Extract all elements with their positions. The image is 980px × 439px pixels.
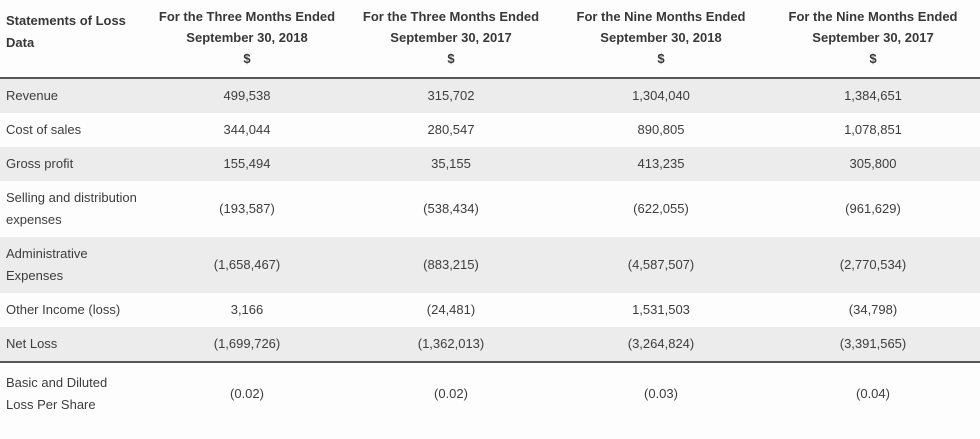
row-label: Gross profit — [6, 156, 74, 171]
row-value: (4,587,507) — [627, 257, 695, 272]
column-header-nine-months-2018: For the Nine Months Ended September 30, … — [556, 0, 766, 78]
column-header-line2: September 30, 2018 — [186, 30, 308, 45]
row-label: Cost of sales — [6, 122, 82, 137]
table-row: Other Income (loss) 3,166 (24,481) 1,531,50… — [0, 293, 980, 327]
row-value: (622,055) — [633, 201, 689, 216]
column-header-line2: September 30, 2017 — [812, 30, 934, 45]
statements-of-loss-table: Statements of Loss Data For the Three Mo… — [0, 0, 980, 429]
row-value: (2,770,534) — [839, 257, 907, 272]
row-value: 1,531,503 — [632, 302, 690, 317]
row-value: (34,798) — [848, 302, 898, 317]
row-value: (24,481) — [426, 302, 476, 317]
table-row: Cost of sales 344,044 280,547 890,805 1,078,… — [0, 113, 980, 147]
column-header-currency: $ — [447, 51, 455, 66]
row-value: (3,391,565) — [839, 336, 907, 351]
row-value: (0.04) — [856, 386, 890, 401]
row-value: 3,166 — [230, 302, 264, 317]
row-value: 280,547 — [427, 122, 475, 137]
row-label: Other Income (loss) — [6, 302, 121, 317]
table-title: Statements of Loss Data — [6, 13, 126, 50]
column-header-currency: $ — [243, 51, 251, 66]
row-value: 1,304,040 — [632, 88, 690, 103]
row-value: 413,235 — [637, 156, 685, 171]
row-label: Basic and Diluted Loss Per Share — [6, 375, 108, 412]
column-header-line1: For the Three Months Ended — [158, 9, 336, 24]
row-value: (883,215) — [423, 257, 479, 272]
column-header-line2: September 30, 2018 — [600, 30, 722, 45]
row-label: Revenue — [6, 88, 59, 103]
column-header-line2: September 30, 2017 — [390, 30, 512, 45]
column-header-line1: For the Nine Months Ended — [576, 9, 746, 24]
column-header-three-months-2018: For the Three Months Ended September 30,… — [148, 0, 346, 78]
row-value: (0.03) — [644, 386, 678, 401]
row-value: 344,044 — [223, 122, 271, 137]
table-row: Gross profit 155,494 35,155 413,235 305,800 — [0, 147, 980, 181]
row-value: (0.02) — [230, 386, 264, 401]
row-value: 1,384,651 — [844, 88, 902, 103]
row-value: (1,362,013) — [417, 336, 485, 351]
row-value: 499,538 — [223, 88, 271, 103]
column-header-line1: For the Nine Months Ended — [788, 9, 958, 24]
row-value: (0.02) — [434, 386, 468, 401]
row-value: (538,434) — [423, 201, 479, 216]
column-header-line1: For the Three Months Ended — [362, 9, 540, 24]
row-label: Administrative Expenses — [6, 246, 88, 283]
row-value: 1,078,851 — [844, 122, 902, 137]
header-row: Statements of Loss Data For the Three Mo… — [0, 0, 980, 78]
row-value: (1,699,726) — [213, 336, 281, 351]
table-body: Revenue 499,538 315,702 1,304,040 1,384,651 C… — [0, 78, 980, 429]
row-value: 155,494 — [223, 156, 271, 171]
row-label: Selling and distribution expenses — [6, 190, 137, 227]
table-row: Selling and distribution expenses (193,58… — [0, 181, 980, 237]
row-value: 315,702 — [427, 88, 475, 103]
row-value: (3,264,824) — [627, 336, 695, 351]
table-row: Net Loss (1,699,726) (1,362,013) (3,264,824… — [0, 327, 980, 362]
table-row: Administrative Expenses (1,658,467) (883,2… — [0, 237, 980, 293]
row-value: (1,658,467) — [213, 257, 281, 272]
row-value: 305,800 — [849, 156, 897, 171]
row-value: (193,587) — [219, 201, 275, 216]
row-value: (961,629) — [845, 201, 901, 216]
table-row: Basic and Diluted Loss Per Share (0.02) (0… — [0, 362, 980, 429]
table-row: Revenue 499,538 315,702 1,304,040 1,384,651 — [0, 78, 980, 113]
row-value: 890,805 — [637, 122, 685, 137]
column-header-currency: $ — [657, 51, 665, 66]
row-label: Net Loss — [6, 336, 58, 351]
row-value: 35,155 — [431, 156, 471, 171]
column-header-three-months-2017: For the Three Months Ended September 30,… — [346, 0, 556, 78]
column-header-nine-months-2017: For the Nine Months Ended September 30, … — [766, 0, 980, 78]
column-header-currency: $ — [869, 51, 877, 66]
